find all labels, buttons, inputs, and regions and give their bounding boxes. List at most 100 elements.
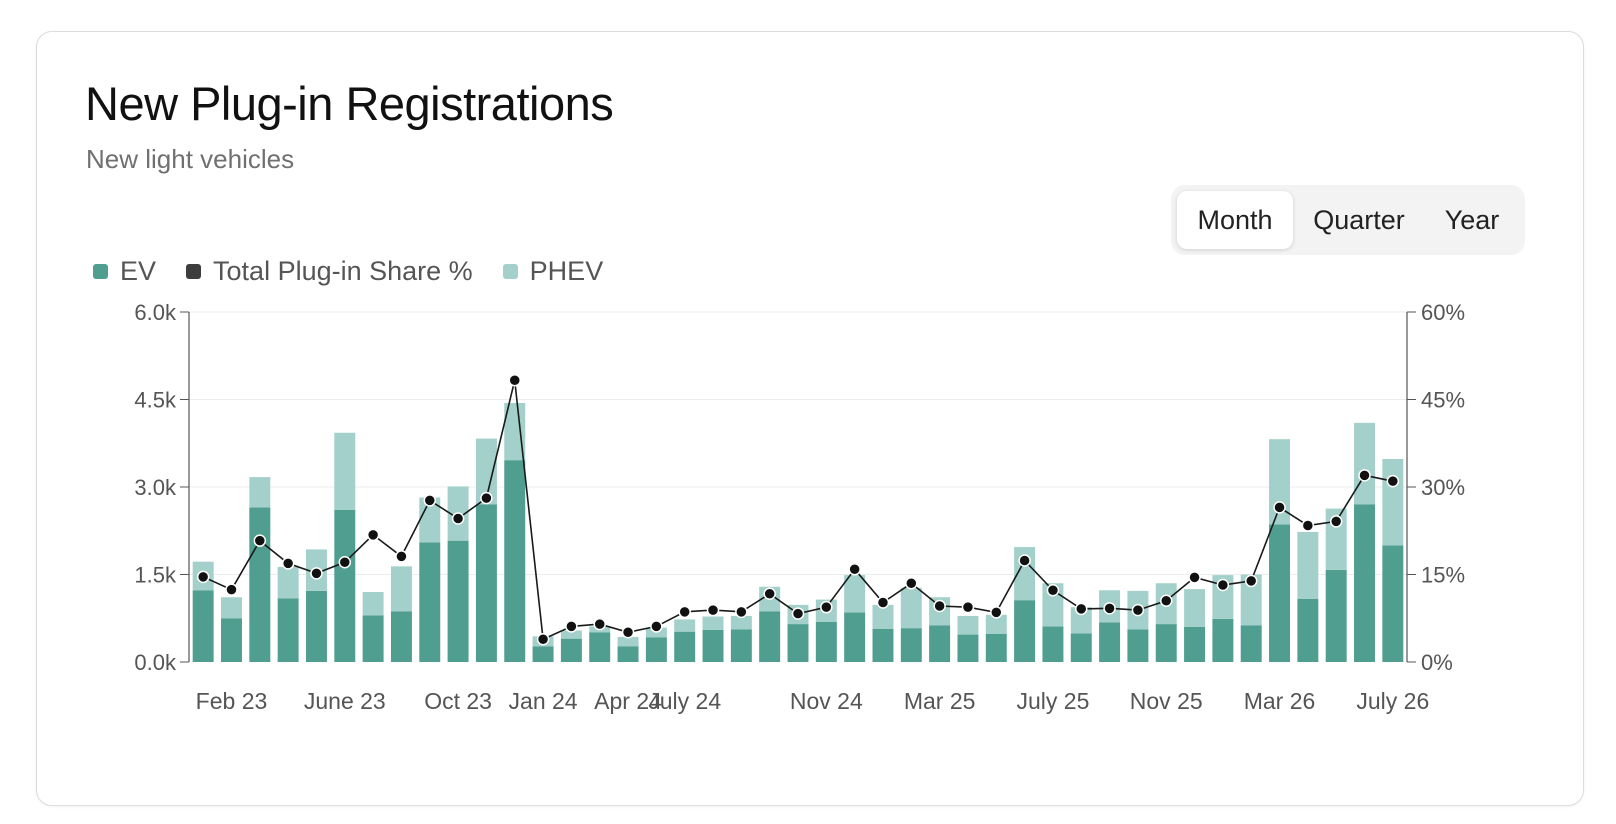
bar-ev <box>1382 545 1404 662</box>
share-point <box>281 557 295 570</box>
bar-phev <box>475 438 497 505</box>
legend-item-phev[interactable]: PHEV <box>502 256 604 287</box>
chart-subtitle: New light vehicles <box>86 144 295 174</box>
bar-phev <box>221 597 242 619</box>
bar-phev <box>617 636 639 647</box>
share-point <box>480 491 493 505</box>
legend-item-share[interactable]: Total Plug-in Share % <box>186 256 473 287</box>
bar-ev <box>815 621 837 662</box>
toggle-month-button[interactable]: Month <box>1177 191 1293 249</box>
bar-phev <box>702 616 724 630</box>
bar-ev <box>221 618 242 662</box>
legend-label-share: Total Plug-in Share % <box>213 256 473 286</box>
share-point <box>1329 515 1343 528</box>
bar-phev <box>504 403 526 461</box>
share-point <box>395 550 408 563</box>
share-point <box>1358 469 1371 482</box>
x-tick-label: Mar 26 <box>1244 688 1316 714</box>
bar-phev <box>872 604 894 629</box>
legend-swatch-phev <box>502 264 518 279</box>
bar-phev <box>1184 589 1206 627</box>
bar-phev <box>985 614 1007 634</box>
share-point <box>820 600 833 614</box>
share-point <box>1386 474 1400 488</box>
bar-ev <box>1155 624 1177 662</box>
bar-ev <box>192 590 214 662</box>
bar-ev <box>730 629 752 662</box>
share-point <box>933 599 946 613</box>
bar-ev <box>1269 524 1291 662</box>
x-tick-label: Jan 24 <box>509 688 578 714</box>
bar-ev <box>1325 569 1347 662</box>
bar-phev <box>1269 439 1291 525</box>
bar-phev <box>419 497 441 543</box>
bar-phev <box>1382 459 1404 546</box>
x-tick-label: Apr 24 <box>594 688 662 714</box>
period-toggle: Month Quarter Year <box>1171 185 1525 255</box>
x-tick-label: Nov 25 <box>1130 688 1203 714</box>
legend-item-ev[interactable]: EV <box>93 256 156 287</box>
share-point <box>310 567 323 580</box>
y-left-tick-label: 6.0k <box>134 300 177 325</box>
share-point <box>735 605 748 619</box>
share-point <box>565 620 578 633</box>
bar-phev <box>900 587 922 629</box>
bar-ev <box>589 632 611 662</box>
share-point <box>621 626 635 639</box>
y-right-tick-label: 45% <box>1421 388 1465 413</box>
bar-ev <box>1297 599 1319 662</box>
legend-label-phev: PHEV <box>529 256 604 286</box>
bar-phev <box>334 432 356 510</box>
bar-ev <box>844 612 866 662</box>
bar-phev <box>277 566 299 599</box>
share-point <box>650 620 663 633</box>
x-tick-label: June 23 <box>304 688 386 714</box>
share-point <box>196 570 210 584</box>
share-point <box>593 617 606 631</box>
bar-ev <box>1184 627 1206 662</box>
x-tick-label: Mar 25 <box>904 688 976 714</box>
chart-card: New Plug-in Registrations New light vehi… <box>36 31 1584 806</box>
bar-phev <box>1297 531 1319 599</box>
bar-ev <box>985 634 1007 662</box>
bar-ev <box>390 611 412 662</box>
legend-swatch-share <box>186 264 202 279</box>
share-point <box>763 587 776 600</box>
share-point <box>253 534 267 547</box>
toggle-year-button[interactable]: Year <box>1444 204 1500 235</box>
x-tick-label: July 24 <box>648 688 721 714</box>
bar-phev <box>1240 574 1262 626</box>
bar-ev <box>532 646 554 662</box>
bar-ev <box>1099 622 1121 662</box>
share-point <box>225 583 238 596</box>
bar-phev <box>560 630 582 639</box>
bar-phev <box>957 615 979 635</box>
share-point <box>1244 574 1258 588</box>
bar-ev <box>447 540 469 662</box>
bar-ev <box>334 509 356 662</box>
share-point <box>1159 594 1173 607</box>
y-right-tick-label: 60% <box>1421 300 1465 325</box>
bar-ev <box>957 634 979 662</box>
share-point <box>536 633 550 646</box>
legend-swatch-ev <box>93 264 108 279</box>
share-point <box>366 528 380 542</box>
share-point <box>1018 554 1031 567</box>
chart-title: New Plug-in Registrations <box>85 77 614 130</box>
share-point <box>1046 584 1060 597</box>
x-tick-label: July 26 <box>1356 688 1429 714</box>
bar-ev <box>900 628 922 662</box>
bar-ev <box>1014 600 1036 662</box>
share-point <box>423 494 437 507</box>
bar-phev <box>390 566 412 612</box>
bar-phev <box>1354 422 1375 505</box>
share-point <box>961 600 975 614</box>
share-point <box>791 607 805 620</box>
bar-ev <box>1240 625 1262 662</box>
y-right-tick-label: 15% <box>1421 563 1465 588</box>
share-point <box>1075 602 1088 616</box>
toggle-quarter-button[interactable]: Quarter <box>1313 204 1405 235</box>
share-point <box>1131 603 1145 617</box>
bar-ev <box>1070 633 1092 662</box>
share-point <box>1103 602 1116 615</box>
